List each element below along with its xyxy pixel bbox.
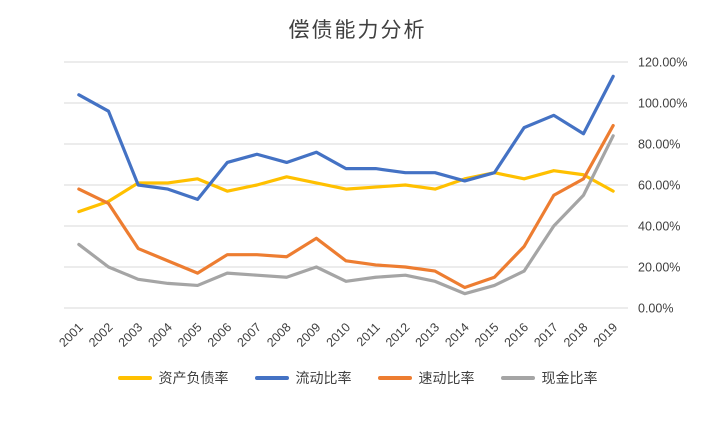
legend-line-swatch — [377, 376, 412, 380]
x-axis-tick-label: 2002 — [86, 320, 116, 350]
x-axis-tick-label: 2010 — [324, 320, 354, 350]
legend-item[interactable]: 资产负债率 — [117, 368, 229, 388]
x-axis-tick-label: 2015 — [472, 320, 502, 350]
legend-label: 资产负债率 — [158, 370, 229, 386]
legend-line-swatch — [500, 376, 535, 380]
x-axis-tick-label: 2001 — [56, 320, 86, 350]
x-axis-tick-label: 2016 — [502, 320, 532, 350]
legend-line-swatch — [117, 376, 152, 380]
legend-label: 流动比率 — [295, 370, 352, 386]
chart-title: 偿债能力分析 — [288, 19, 427, 42]
y-axis-tick-label: 20.00% — [638, 261, 680, 275]
y-axis-tick-label: 120.00% — [638, 56, 687, 70]
y-axis-tick-label: 100.00% — [638, 97, 687, 111]
legend-item[interactable]: 现金比率 — [500, 368, 598, 388]
series-line-速动比率 — [77, 123, 615, 290]
y-axis-tick-label: 80.00% — [638, 138, 680, 152]
legend-label: 速动比率 — [418, 370, 475, 386]
x-axis-tick-label: 2008 — [264, 320, 294, 350]
y-axis-tick-label: 0.00% — [638, 302, 673, 316]
legend-line-swatch — [254, 376, 289, 380]
y-axis-tick-label: 60.00% — [638, 179, 680, 193]
x-axis-tick-label: 2013 — [413, 320, 443, 350]
x-axis-tick-label: 2017 — [531, 320, 561, 350]
y-axis-tick-label: 40.00% — [638, 220, 680, 234]
series-line-流动比率 — [77, 74, 615, 201]
x-axis-tick-label: 2012 — [383, 320, 413, 350]
x-axis-tick-label: 2006 — [205, 320, 235, 350]
x-axis-tick-label: 2014 — [442, 320, 472, 350]
series-line-资产负债率 — [77, 169, 615, 214]
x-axis-tick-label: 2019 — [591, 320, 621, 350]
x-axis-tick-label: 2005 — [175, 320, 205, 350]
legend-item[interactable]: 速动比率 — [377, 368, 475, 388]
chart-legend: 资产负债率 流动比率 速动比率 现金比率 — [0, 368, 715, 388]
legend-label: 现金比率 — [541, 370, 598, 386]
x-axis-tick-label: 2003 — [116, 320, 146, 350]
x-axis-tick-label: 2007 — [235, 320, 265, 350]
series-line-现金比率 — [77, 134, 615, 296]
x-axis-tick-label: 2018 — [561, 320, 591, 350]
plot-area: 0.00% 20.00% 40.00% 60.00% 80.00% 100.00% 120.… — [56, 56, 687, 350]
x-axis-tick-label: 2004 — [145, 320, 175, 350]
legend-item[interactable]: 流动比率 — [254, 368, 352, 388]
x-axis-tick-label: 2009 — [294, 320, 324, 350]
x-axis-tick-label: 2011 — [354, 320, 383, 349]
